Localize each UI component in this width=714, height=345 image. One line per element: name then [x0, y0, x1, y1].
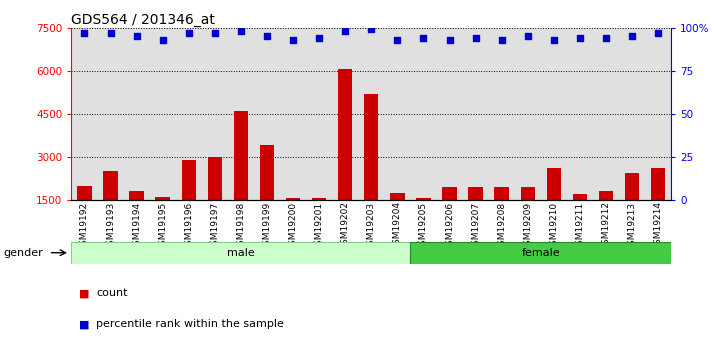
Text: gender: gender: [4, 248, 44, 257]
Bar: [651, 168, 665, 243]
Bar: [181, 160, 196, 243]
Point: [548, 37, 560, 42]
Point: [574, 35, 585, 41]
Bar: [77, 186, 91, 243]
Point: [79, 30, 90, 36]
Point: [235, 28, 246, 34]
Point: [444, 37, 456, 42]
Bar: [573, 194, 587, 243]
Point: [600, 35, 612, 41]
Bar: [208, 157, 222, 243]
Bar: [312, 198, 326, 243]
Point: [339, 28, 351, 34]
Bar: [286, 198, 300, 243]
Bar: [625, 173, 639, 243]
Point: [105, 30, 116, 36]
Bar: [260, 146, 274, 243]
Point: [496, 37, 508, 42]
Point: [653, 30, 664, 36]
Point: [392, 37, 403, 42]
Bar: [521, 187, 535, 243]
Point: [366, 27, 377, 32]
Text: ■: ■: [79, 288, 89, 298]
Bar: [547, 168, 561, 243]
Bar: [364, 94, 378, 243]
Bar: [71, 241, 411, 264]
Text: male: male: [227, 248, 255, 258]
Text: GDS564 / 201346_at: GDS564 / 201346_at: [71, 12, 216, 27]
Point: [313, 35, 325, 41]
Bar: [233, 111, 248, 243]
Bar: [495, 187, 509, 243]
Bar: [416, 198, 431, 243]
Point: [183, 30, 194, 36]
Text: female: female: [521, 248, 560, 258]
Point: [209, 30, 221, 36]
Bar: [411, 241, 671, 264]
Text: percentile rank within the sample: percentile rank within the sample: [96, 319, 284, 329]
Point: [470, 35, 481, 41]
Bar: [599, 191, 613, 243]
Point: [287, 37, 298, 42]
Point: [157, 37, 169, 42]
Point: [522, 33, 533, 39]
Text: ■: ■: [79, 319, 89, 329]
Point: [418, 35, 429, 41]
Bar: [104, 171, 118, 243]
Bar: [156, 197, 170, 243]
Point: [131, 33, 142, 39]
Point: [261, 33, 273, 39]
Bar: [443, 187, 457, 243]
Bar: [129, 191, 144, 243]
Bar: [390, 193, 405, 243]
Bar: [468, 187, 483, 243]
Text: count: count: [96, 288, 128, 298]
Point: [626, 33, 638, 39]
Bar: [338, 69, 353, 243]
